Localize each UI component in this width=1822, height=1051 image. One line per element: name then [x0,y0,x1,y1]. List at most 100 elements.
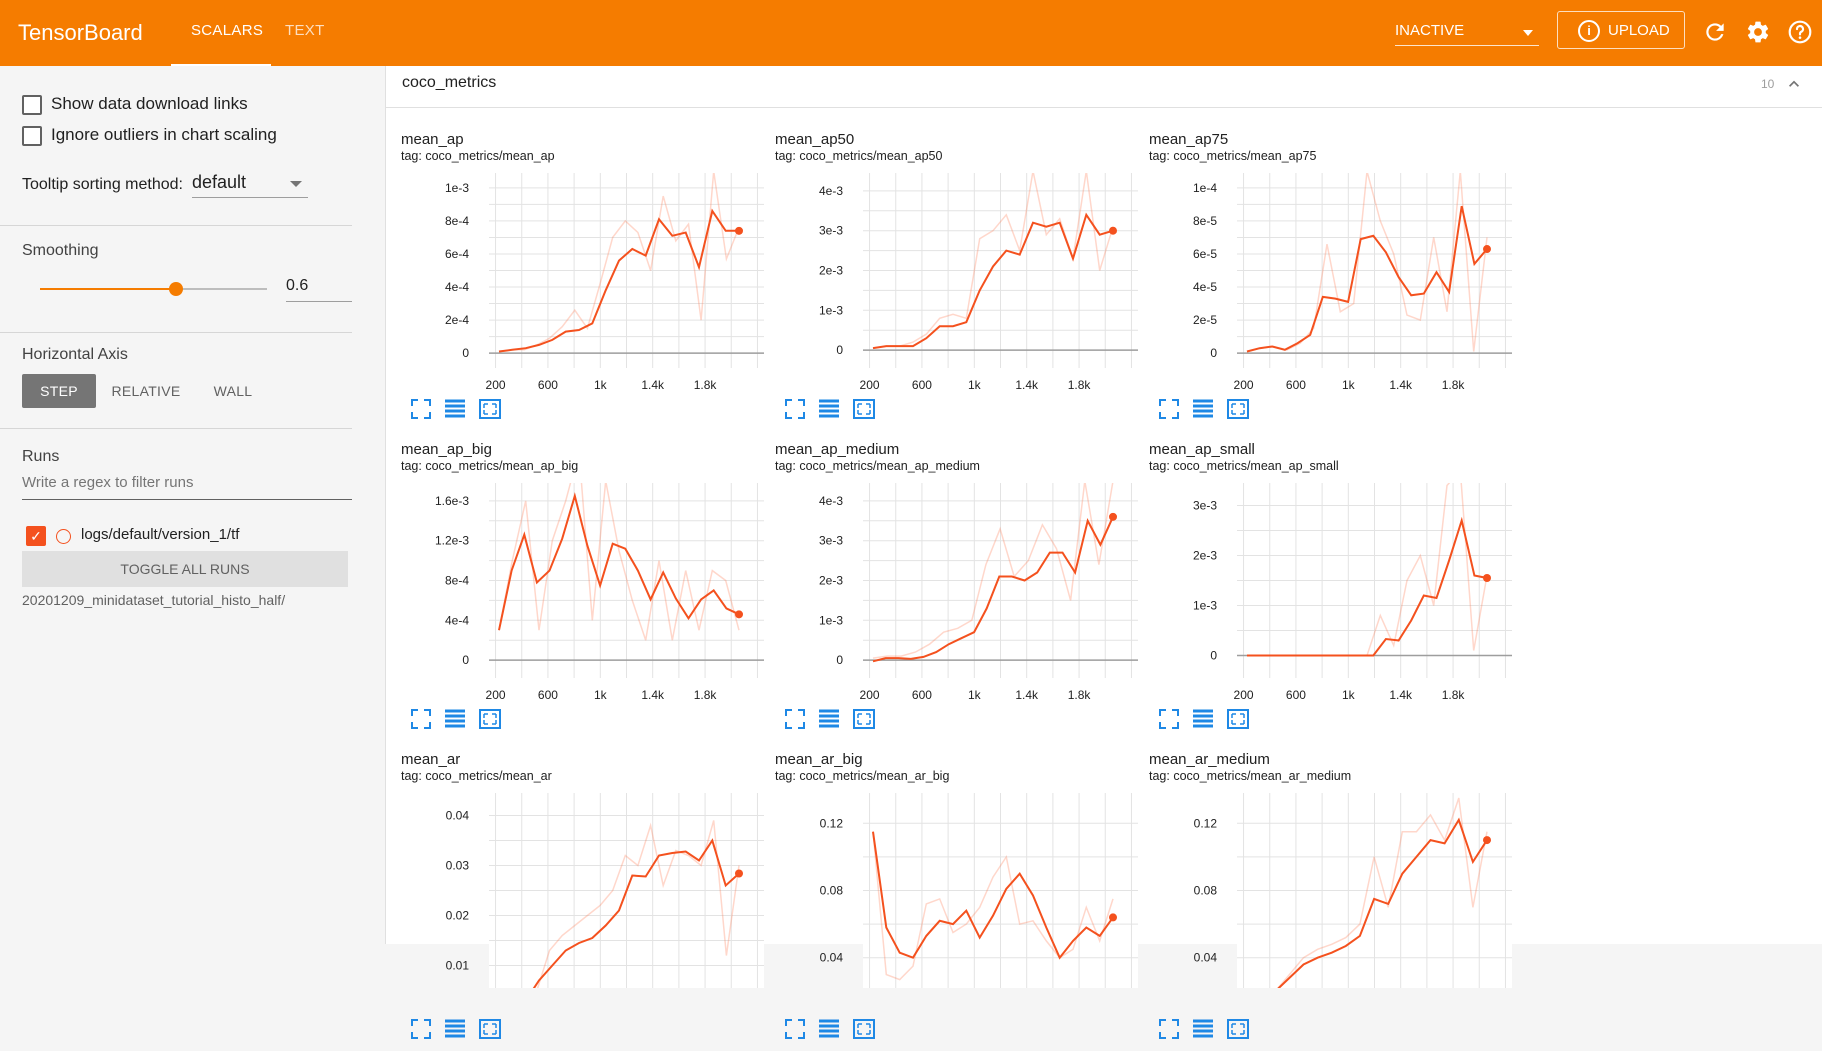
upload-button[interactable]: i UPLOAD [1557,11,1685,49]
checkbox-box[interactable] [22,126,42,146]
chart-tag: tag: coco_metrics/mean_ap_medium [775,459,980,473]
fit-domain-icon[interactable] [852,1017,876,1041]
axis-relative-button[interactable]: RELATIVE [111,383,181,399]
chart-tag: tag: coco_metrics/mean_ap_big [401,459,579,473]
fit-domain-icon[interactable] [478,1017,502,1041]
y-tick-label: 0.04 [820,951,844,965]
smoothing-title: Smoothing [22,242,99,259]
fullscreen-icon[interactable] [783,1017,807,1041]
icon-bar [1193,719,1213,723]
group-header[interactable]: coco_metrics 10 [386,66,1822,108]
y-tick-label: 3e-3 [1193,499,1217,513]
fullscreen-icon[interactable] [1157,707,1181,731]
fit-domain-icon[interactable] [478,707,502,731]
x-tick-label: 1.4k [1015,688,1039,702]
dataset-name: 20201209_minidataset_tutorial_histo_half… [22,592,286,608]
raw-series-line [872,483,1114,659]
horizontal-axis-title: Horizontal Axis [22,346,128,363]
fit-domain-icon[interactable] [1226,397,1250,421]
icon-bar [1193,409,1213,413]
run-color-icon[interactable] [56,529,71,544]
fit-domain-icon[interactable] [852,397,876,421]
fit-domain-icon[interactable] [852,707,876,731]
chart-card: mean_ap50 tag: coco_metrics/mean_ap50 0 1e-… [752,131,1138,431]
line-chart[interactable]: 0 2e-4 4e-4 6e-4 8e-4 1e-3 200 600 1k 1.4k 1.8k [378,163,778,393]
divider [0,225,352,226]
smoothed-series-line [1247,516,1488,657]
line-chart[interactable]: 0.04 0.08 0.12 [752,783,1152,1013]
icon-bar [819,1019,839,1023]
fullscreen-icon[interactable] [783,707,807,731]
smoothing-value-input[interactable]: 0.6 [286,272,352,302]
smoothing-slider[interactable] [40,282,267,296]
data-table-icon[interactable] [817,707,841,731]
fullscreen-icon[interactable] [409,1017,433,1041]
y-tick-label: 0.08 [820,884,844,898]
fit-domain-icon[interactable] [478,397,502,421]
tooltip-sorting-select[interactable]: default [192,166,308,198]
icon-stroke [798,709,805,716]
icon-stroke [785,1019,792,1026]
data-table-icon[interactable] [443,707,467,731]
app-brand[interactable]: TensorBoard [18,20,143,45]
smoothed-series-line [1246,205,1488,353]
data-table-icon[interactable] [1191,707,1215,731]
y-tick-label: 0 [462,346,469,360]
series-last-point [1483,574,1491,582]
fullscreen-icon[interactable] [409,707,433,731]
active-tab-indicator [171,64,271,66]
help-icon[interactable] [1787,19,1813,45]
tab-text[interactable]: TEXT [285,22,325,39]
data-table-icon[interactable] [443,397,467,421]
checkbox-box[interactable] [22,95,42,115]
smoothing-slider-thumb[interactable] [169,282,184,296]
run-checkbox[interactable]: ✓ [26,526,46,546]
chevron-down-icon [1523,30,1533,36]
icon-bar [1193,724,1213,728]
tooltip-sorting-value: default [192,172,247,192]
fullscreen-icon[interactable] [409,397,433,421]
line-chart[interactable]: 0 1e-3 2e-3 3e-3 4e-3 200 600 1k 1.4k 1.8k [752,473,1152,703]
line-chart[interactable]: 0 1e-3 2e-3 3e-3 4e-3 200 600 1k 1.4k 1.8k [752,163,1152,393]
data-table-icon[interactable] [443,1017,467,1041]
line-chart[interactable]: 0.04 0.08 0.12 [1126,783,1526,1013]
fullscreen-icon[interactable] [783,397,807,421]
icon-stroke [424,412,431,419]
line-chart[interactable]: 0 4e-4 8e-4 1.2e-3 1.6e-3 200 600 1k 1.4k 1.8k [378,473,778,703]
y-tick-label: 8e-5 [1193,214,1217,228]
fullscreen-icon[interactable] [1157,1017,1181,1041]
gear-icon[interactable] [1745,19,1771,45]
chevron-up-icon[interactable] [1784,74,1804,94]
refresh-icon[interactable] [1702,19,1728,45]
x-tick-label: 1.8k [694,378,718,392]
data-table-icon[interactable] [1191,397,1215,421]
data-table-icon[interactable] [817,397,841,421]
icon-bar [819,714,839,718]
icon-bar [819,719,839,723]
chart-tag: tag: coco_metrics/mean_ar_big [775,769,950,783]
runs-filter-input[interactable]: Write a regex to filter runs [22,474,352,500]
line-chart[interactable]: 0 1e-3 2e-3 3e-3 200 600 1k 1.4k 1.8k [1126,473,1526,703]
icon-bar [819,709,839,713]
line-chart[interactable]: 0 2e-5 4e-5 6e-5 8e-5 1e-4 200 600 1k 1.4k 1.8k [1126,163,1526,393]
fit-domain-icon[interactable] [1226,1017,1250,1041]
y-tick-label: 0.08 [1194,884,1218,898]
y-tick-label: 0.03 [446,859,470,873]
icon-stroke [411,722,418,729]
x-tick-label: 600 [538,688,558,702]
data-table-icon[interactable] [817,1017,841,1041]
y-tick-label: 0 [836,343,843,357]
line-chart[interactable]: 0.01 0.02 0.03 0.04 [378,783,778,1013]
axis-wall-button[interactable]: WALL [213,383,253,399]
fit-domain-icon[interactable] [1226,707,1250,731]
tab-scalars[interactable]: SCALARS [191,22,264,39]
chart-card: mean_ar_big tag: coco_metrics/mean_ar_big… [752,751,1138,1051]
axis-step-button[interactable]: STEP [22,374,96,408]
icon-corners [483,403,497,415]
fullscreen-icon[interactable] [1157,397,1181,421]
run-status-select[interactable]: INACTIVE [1395,12,1539,46]
icon-stroke [798,399,805,406]
toggle-all-runs-button[interactable]: TOGGLE ALL RUNS [22,551,348,587]
icon-bar [445,399,465,403]
data-table-icon[interactable] [1191,1017,1215,1041]
